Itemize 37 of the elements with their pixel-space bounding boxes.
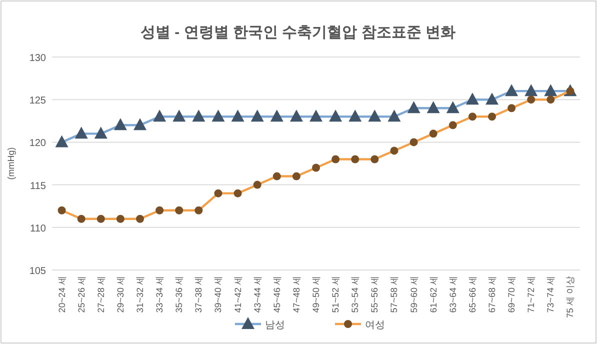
legend-label: 여성 [365, 320, 385, 331]
x-tick-label: 63~64 세 [448, 276, 458, 313]
x-tick-label: 65~66 세 [467, 276, 478, 313]
x-tick-label: 45~46 세 [272, 276, 282, 313]
x-tick-label: 67~68 세 [487, 276, 497, 313]
x-tick-label: 75 세 이상 [565, 276, 576, 318]
y-tick-label: 110 [30, 223, 46, 234]
y-tick-label: 105 [29, 266, 46, 277]
y-axis-title: (mmHg) [6, 147, 16, 180]
y-tick-label: 130 [29, 53, 46, 64]
x-tick-label: 37~38 세 [194, 276, 204, 313]
x-tick-label: 39~40 세 [213, 276, 224, 313]
x-tick-label: 29~30 세 [115, 276, 126, 313]
x-tick-label: 59~60 세 [408, 276, 419, 313]
x-tick-label: 55~56 세 [370, 276, 380, 313]
x-tick-label: 31~32 세 [135, 276, 145, 313]
x-tick-label: 47~48 세 [291, 276, 302, 313]
y-tick-label: 120 [29, 138, 46, 150]
x-tick-label: 69~70 세 [506, 276, 517, 313]
x-tick-label: 20~24 세 [56, 276, 67, 313]
y-tick-label: 115 [30, 180, 46, 192]
x-tick-label: 51~52 세 [330, 276, 341, 313]
x-tick-label: 33~34 세 [154, 276, 165, 313]
x-tick-label: 57~58 세 [389, 276, 400, 313]
x-tick-label: 43~44 세 [252, 276, 262, 313]
x-tick-label: 49~50 세 [311, 276, 321, 313]
x-tick-label: 27~28 세 [96, 276, 106, 313]
chart-title: 성별 - 연령별 한국인 수축기혈압 참조표준 변화 [140, 24, 456, 41]
x-tick-label: 35~36 세 [174, 276, 184, 313]
x-tick-label: 41~42 세 [232, 276, 243, 313]
x-tick-label: 73~74 세 [546, 276, 556, 313]
x-tick-label: 71~72 세 [526, 276, 536, 313]
legend-label: 남성 [265, 320, 285, 331]
y-tick-label: 125 [29, 96, 46, 107]
x-tick-label: 25~26 세 [76, 276, 86, 313]
x-tick-label: 61~62 세 [428, 276, 438, 313]
x-tick-label: 53~54 세 [350, 276, 360, 313]
